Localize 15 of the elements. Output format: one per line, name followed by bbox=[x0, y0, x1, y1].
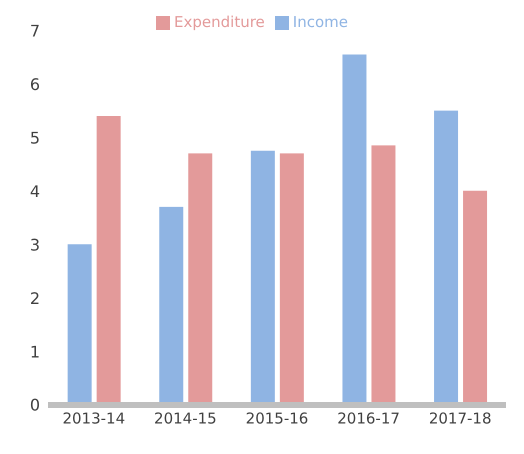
y-tick-label: 3 bbox=[30, 235, 40, 254]
x-tick-label: 2017-18 bbox=[428, 410, 492, 428]
y-tick-label: 7 bbox=[30, 22, 40, 41]
legend-label: Expenditure bbox=[174, 13, 265, 31]
x-tick-label: 2013-14 bbox=[62, 410, 126, 428]
x-tick-label: 2014-15 bbox=[154, 410, 217, 428]
y-tick-label: 1 bbox=[30, 342, 40, 362]
y-tick-label: 2 bbox=[30, 288, 40, 308]
y-tick-label: 0 bbox=[30, 396, 40, 415]
y-tick-label: 6 bbox=[30, 75, 40, 94]
y-tick-label: 4 bbox=[30, 182, 40, 201]
y-tick-label: 5 bbox=[30, 128, 40, 148]
legend-label: Income bbox=[292, 13, 348, 31]
x-tick-label: 2016-17 bbox=[337, 410, 400, 428]
x-tick-label: 2015-16 bbox=[246, 410, 308, 428]
